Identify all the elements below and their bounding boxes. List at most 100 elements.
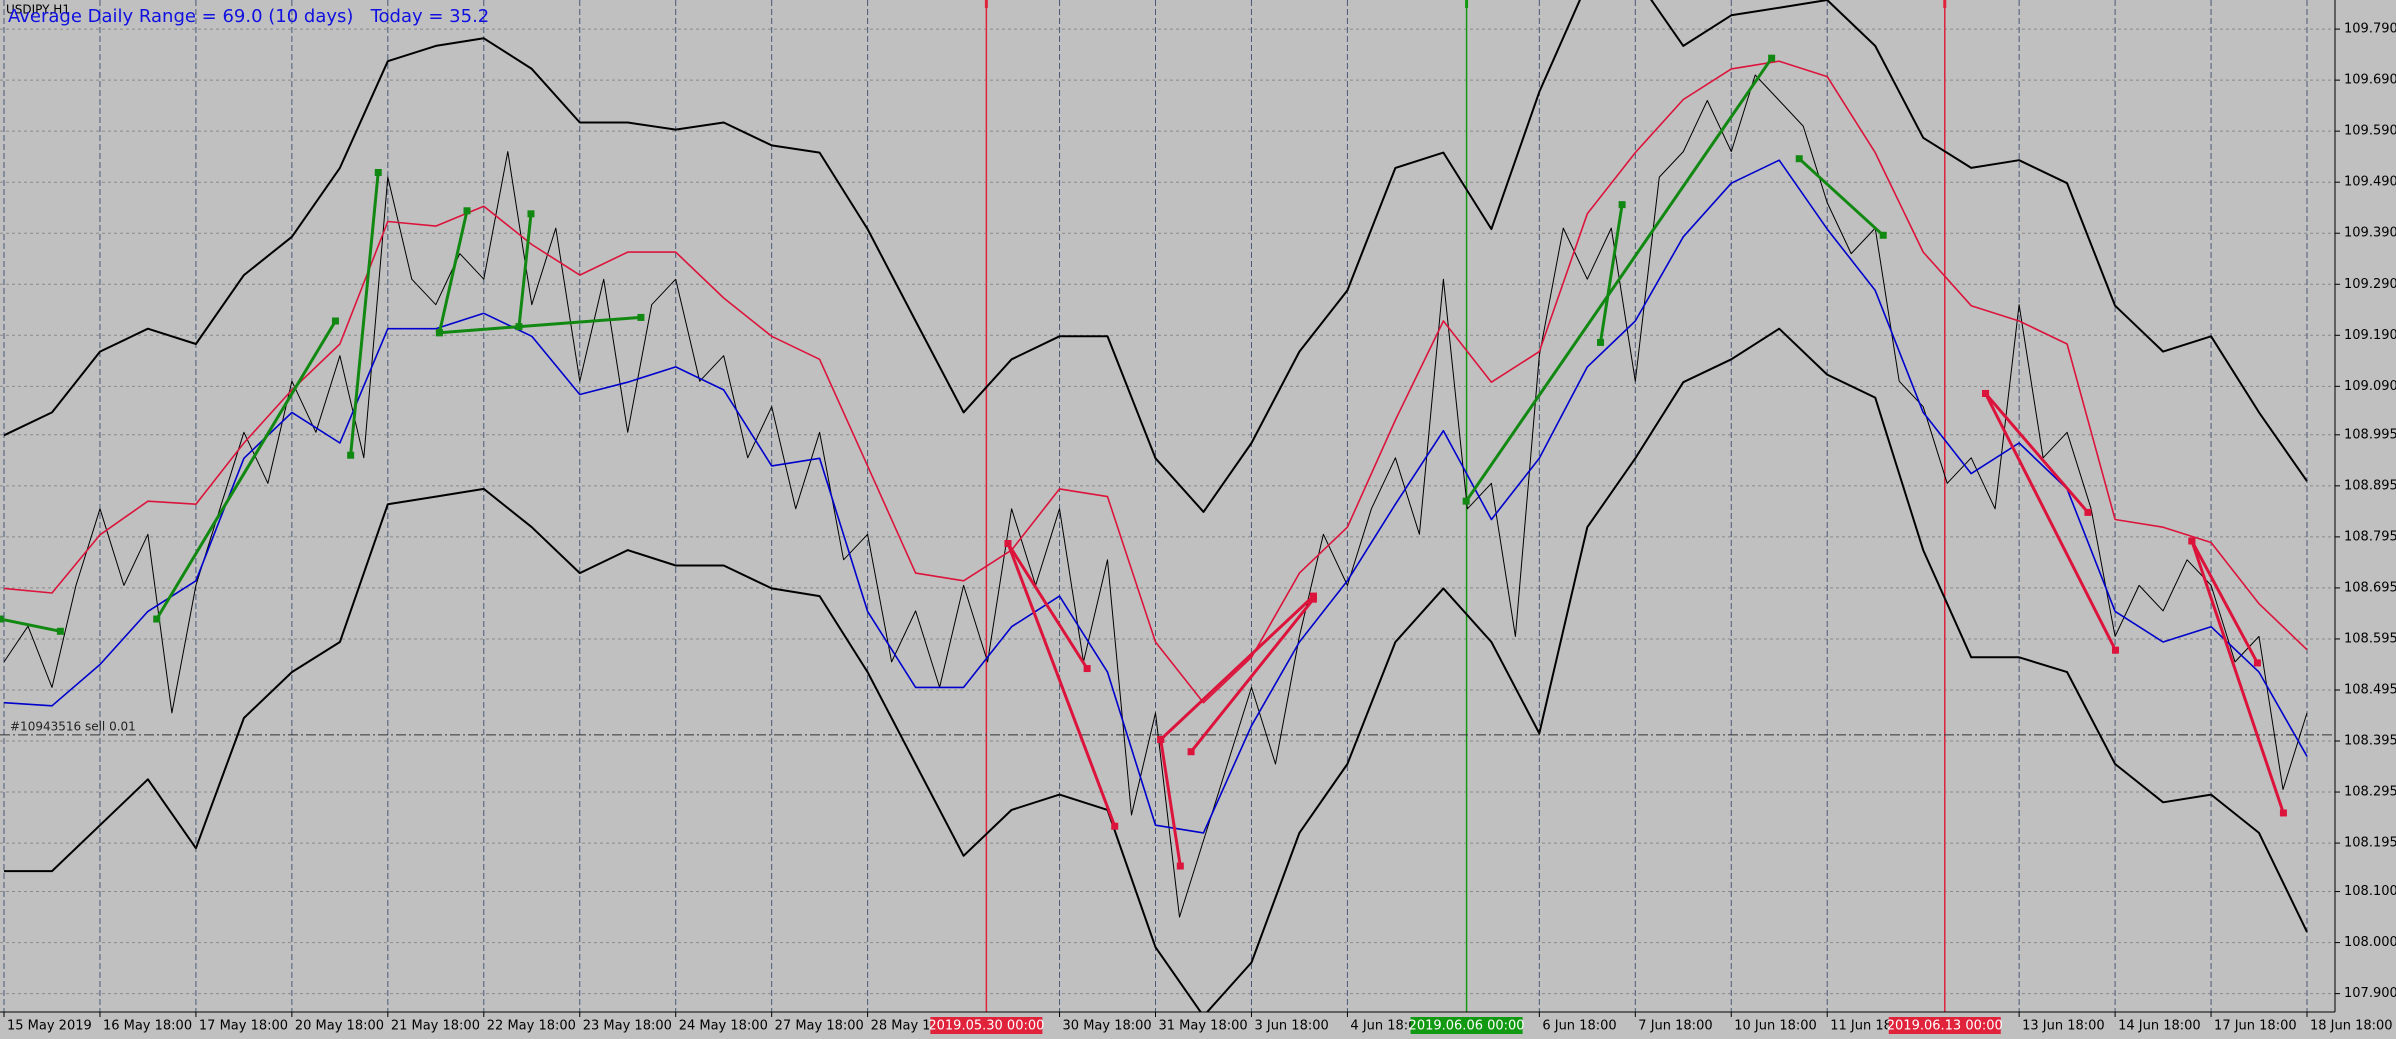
trend-point [153,615,161,623]
trend-point [1879,231,1887,239]
y-tick-label: 109.090 [2344,379,2396,394]
trend-point [1083,665,1091,673]
x-tick-label: 18 Jun 18:00 [2310,1019,2393,1034]
adr-info: Average Daily Range = 69.0 (10 days) Tod… [8,6,489,27]
trend-point [515,323,523,331]
trend-point [1982,389,1990,397]
y-tick-label: 108.195 [2344,836,2396,851]
vertical-line-label: 2019.06.13 00:00 [1887,1019,2003,1034]
trend-line [1464,57,1773,503]
trend-line [517,213,533,327]
trend-point [1176,862,1184,870]
trend-point [1768,54,1776,62]
x-tick-label: 22 May 18:00 [487,1019,576,1034]
trend-point [2253,659,2261,667]
plot-area [0,0,2335,1012]
order-label: #10943516 sell 0.01 [10,719,136,733]
series-line [3,159,2308,834]
vertical-line-label: 2019.05.30 00:00 [928,1019,1044,1034]
trend-line [2190,540,2259,664]
y-tick-label: 108.100 [2344,884,2396,899]
trend-line [155,320,337,620]
trend-point [2279,809,2287,817]
vertical-line-label: 2019.06.06 00:00 [1409,1019,1525,1034]
trend-point [637,313,645,321]
y-tick-label: 109.290 [2344,277,2396,292]
grid [0,0,2335,1012]
trend-point [1004,540,1012,548]
vertical-line-tag [1410,1017,1523,1034]
vertical-line-tag [1888,1017,2001,1034]
y-tick-label: 108.695 [2344,580,2396,595]
x-tick-label: 20 May 18:00 [295,1019,384,1034]
y-tick-label: 108.395 [2344,734,2396,749]
symbol-label: USDJPY,H1 [6,3,70,17]
trend-line [1006,542,1117,827]
vertical-line-tag [930,1017,1043,1034]
x-tick-label: 23 May 18:00 [583,1019,672,1034]
trend-point [435,329,443,337]
trend-line [1599,204,1624,343]
trend-line [1189,598,1315,753]
series-line [3,0,2308,513]
trend-line [2190,540,2285,814]
trend-line [1984,392,2090,514]
trend-point [374,168,382,176]
x-tick-label: 10 Jun 18:00 [1734,1019,1817,1034]
trend-point [347,451,355,459]
x-tick-label: 17 May 18:00 [199,1019,288,1034]
trend-line [1984,392,2117,651]
x-tick-label: 3 Jun 18:00 [1254,1019,1328,1034]
y-tick-label: 108.295 [2344,785,2396,800]
trend-point [527,210,535,218]
trend-point [1157,735,1165,743]
trend-line [437,210,469,334]
x-tick-label: 15 May 2019 [7,1019,92,1034]
x-tick-label: 21 May 18:00 [391,1019,480,1034]
y-tick-label: 108.595 [2344,631,2396,646]
trend-point [2188,537,2196,545]
trend-point [1618,201,1626,209]
y-tick-label: 109.790 [2344,22,2396,37]
x-tick-label: 17 Jun 18:00 [2214,1019,2297,1034]
x-tick-label: 6 Jun 18:00 [1542,1019,1616,1034]
y-tick-label: 109.190 [2344,328,2396,343]
trend-point [56,627,64,635]
x-tick-label: 13 Jun 18:00 [2022,1019,2105,1034]
y-tick-label: 108.000 [2344,935,2396,950]
x-tick-label: 14 Jun 18:00 [2118,1019,2201,1034]
x-tick-label: 27 May 18:00 [775,1019,864,1034]
trend-line [1798,157,1885,237]
x-tick-label: 31 May 18:00 [1159,1019,1248,1034]
x-tick-label: 16 May 18:00 [103,1019,192,1034]
y-tick-label: 108.795 [2344,529,2396,544]
trend-line [1006,542,1089,670]
y-tick-label: 109.590 [2344,124,2396,139]
trend-point [2084,508,2092,516]
series-line [4,327,2308,1012]
trend-line [1159,739,1182,867]
trend-point [331,317,339,325]
trend-point [1309,595,1317,603]
y-tick-label: 108.495 [2344,682,2396,697]
trend-line [0,617,61,633]
trend-point [1597,338,1605,346]
x-tick-label: 24 May 18:00 [679,1019,768,1034]
y-tick-label: 108.995 [2344,427,2396,442]
series-line [3,60,2308,704]
x-tick-label: 4 Jun 18:00 [1350,1019,1424,1034]
y-tick-label: 109.390 [2344,226,2396,241]
trend-line [439,315,642,335]
trend-point [1187,748,1195,756]
series-line [3,74,2308,918]
trend-point [463,207,471,215]
trend-line [1159,595,1315,741]
y-tick-label: 107.900 [2344,986,2396,1001]
trend-point [2111,646,2119,654]
trend-line [349,172,380,456]
x-tick-label: 30 May 18:00 [1063,1019,1152,1034]
